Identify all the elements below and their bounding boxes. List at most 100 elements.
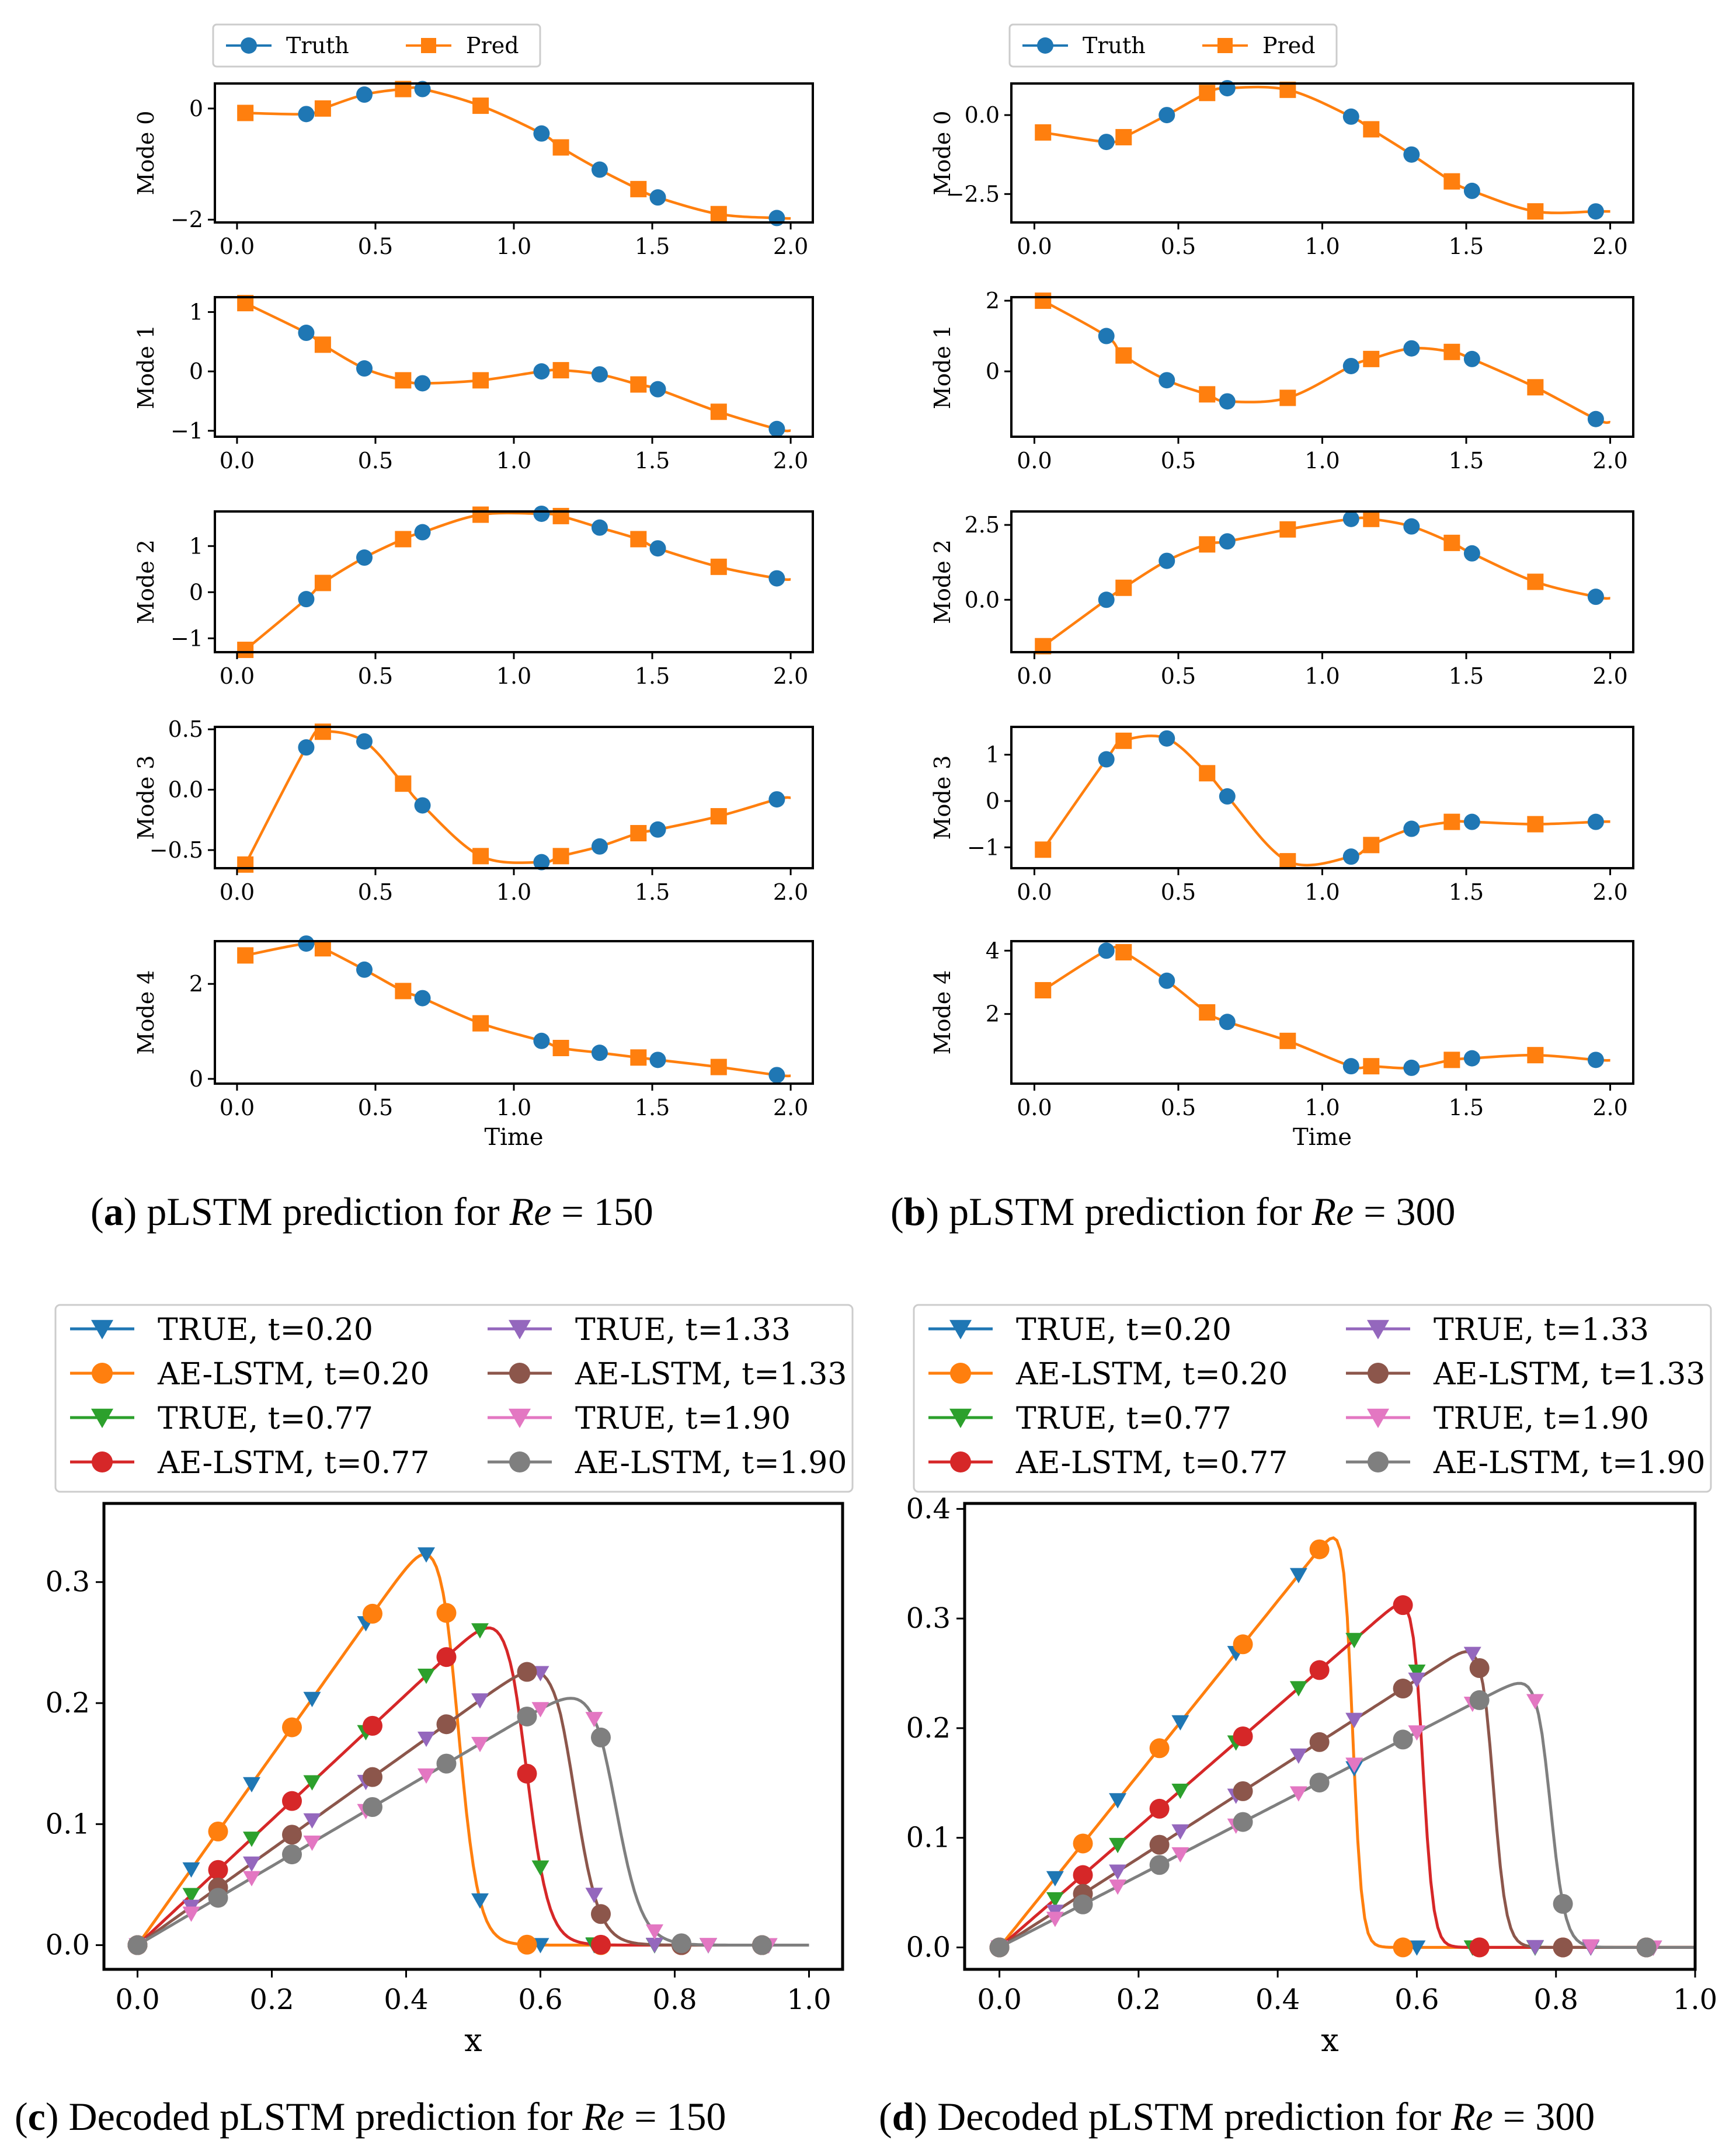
x-tick-label: 0.5 — [358, 663, 393, 689]
truth-point — [1342, 357, 1359, 374]
ae-marker — [1073, 1833, 1093, 1854]
caption-c: (c) Decoded pLSTM prediction for Re = 15… — [15, 2094, 726, 2139]
true-marker — [585, 1888, 603, 1903]
pred-point — [1199, 386, 1216, 403]
x-tick-label: 2.0 — [773, 1095, 808, 1120]
x-tick-label: 0.0 — [1017, 663, 1052, 689]
legend-label: TRUE, t=1.90 — [575, 1401, 791, 1436]
ae-marker — [1309, 1660, 1330, 1680]
x-tick-label: 0.5 — [358, 879, 393, 905]
legend-label: AE-LSTM, t=1.33 — [575, 1357, 847, 1392]
truth-point — [1098, 751, 1115, 768]
pred-point — [1035, 124, 1052, 141]
legend-label: AE-LSTM, t=1.90 — [575, 1446, 847, 1481]
pred-point — [314, 100, 331, 117]
ae-marker — [1393, 1679, 1413, 1699]
legend-label: TRUE, t=0.20 — [158, 1313, 373, 1348]
y-tick-label: 2 — [986, 288, 1000, 314]
true-marker — [1463, 1646, 1481, 1662]
truth-point — [414, 990, 431, 1007]
x-tick-label: 1.0 — [1304, 234, 1340, 259]
axes-frame — [214, 82, 814, 224]
truth-point — [414, 797, 431, 814]
x-axis-label: Time — [484, 1124, 543, 1151]
y-axis-label: Mode 4 — [930, 970, 955, 1055]
truth-point — [1219, 533, 1236, 550]
truth-point — [1342, 1058, 1359, 1075]
ae-marker — [1073, 1894, 1093, 1914]
x-tick-label: 1.5 — [635, 1095, 670, 1120]
true-marker — [646, 1937, 663, 1954]
truth-point — [1463, 1050, 1480, 1067]
truth-point — [356, 86, 373, 103]
ae-marker — [1309, 1732, 1330, 1752]
ae-marker — [517, 1662, 537, 1682]
true-marker — [1289, 1681, 1307, 1697]
ae-marker — [282, 1825, 302, 1845]
pred-point — [710, 808, 727, 825]
true-marker — [531, 1860, 549, 1876]
truth-point — [533, 505, 550, 522]
y-tick-label: 0.0 — [906, 1931, 951, 1964]
x-tick-label: 0.5 — [358, 448, 393, 474]
series-line — [137, 1669, 809, 1947]
pred-curve — [244, 730, 791, 865]
truth-point — [1587, 203, 1604, 220]
x-tick-label: 1.0 — [1304, 879, 1340, 905]
pred-point — [630, 1049, 647, 1066]
true-marker — [1526, 1694, 1544, 1710]
y-tick-label: 2.5 — [965, 512, 1000, 538]
mode-axes: 0.0 0.5 1.0 1.5 2.0 0.0 2.5 Mode 2 — [930, 510, 1634, 689]
ae-marker — [1309, 1773, 1330, 1793]
y-tick-label: 1 — [986, 742, 1000, 768]
series-ae — [136, 1626, 809, 1947]
truth-point — [298, 325, 315, 342]
truth-point — [649, 821, 666, 838]
legend-box — [913, 1304, 1712, 1493]
true-marker — [1526, 1940, 1544, 1955]
truth-point — [533, 854, 550, 871]
ae-marker — [208, 1821, 228, 1841]
x-tick-label: 1.0 — [1304, 448, 1340, 474]
x-tick-label: 1.0 — [1304, 1095, 1340, 1120]
axes-frame — [1010, 726, 1634, 869]
pred-point — [1443, 813, 1460, 830]
y-axis-label: Mode 0 — [930, 111, 955, 196]
true-marker — [1289, 1786, 1307, 1802]
ae-marker — [989, 1937, 1010, 1958]
legend-truth-marker — [1037, 37, 1053, 54]
y-tick-label: 0.0 — [965, 102, 1000, 128]
x-tick-label: 2.0 — [1592, 663, 1627, 689]
truth-point — [768, 210, 785, 227]
pred-point — [1035, 841, 1052, 858]
true-marker — [182, 1906, 200, 1922]
true-marker — [1345, 1712, 1363, 1728]
pred-point — [710, 558, 727, 575]
y-tick-label: 0.2 — [46, 1687, 90, 1719]
true-marker — [1345, 1757, 1363, 1773]
x-tick-label: 0.0 — [1017, 448, 1052, 474]
ae-marker — [208, 1888, 228, 1908]
legend-marker — [509, 1363, 530, 1384]
true-marker — [182, 1862, 200, 1878]
panel-a: Truth Pred 0.0 0.5 1.0 1.5 2.0 −2 0 Mode 0 0.0 0.5 1… — [133, 23, 814, 1151]
x-tick-label: 1.5 — [1449, 879, 1484, 905]
true-marker — [1289, 1568, 1307, 1583]
true-marker — [243, 1871, 260, 1886]
truth-point — [414, 375, 431, 392]
truth-point — [591, 161, 608, 178]
x-tick-label: 0.6 — [518, 1983, 562, 2016]
x-tick-label: 1.5 — [635, 448, 670, 474]
truth-point — [591, 1045, 608, 1061]
legend-pred-marker — [1217, 38, 1233, 53]
legend-marker — [91, 1320, 113, 1340]
y-tick-label: 4 — [986, 938, 1000, 963]
legend-label: AE-LSTM, t=0.20 — [157, 1357, 429, 1392]
true-marker — [1289, 1748, 1307, 1764]
x-tick-label: 1.0 — [1673, 1983, 1717, 2016]
series-markers — [128, 1666, 778, 1954]
x-tick-label: 0.8 — [652, 1983, 697, 2016]
pred-point — [314, 336, 331, 353]
y-tick-label: 0 — [986, 788, 1000, 814]
pred-point — [1527, 1047, 1544, 1064]
